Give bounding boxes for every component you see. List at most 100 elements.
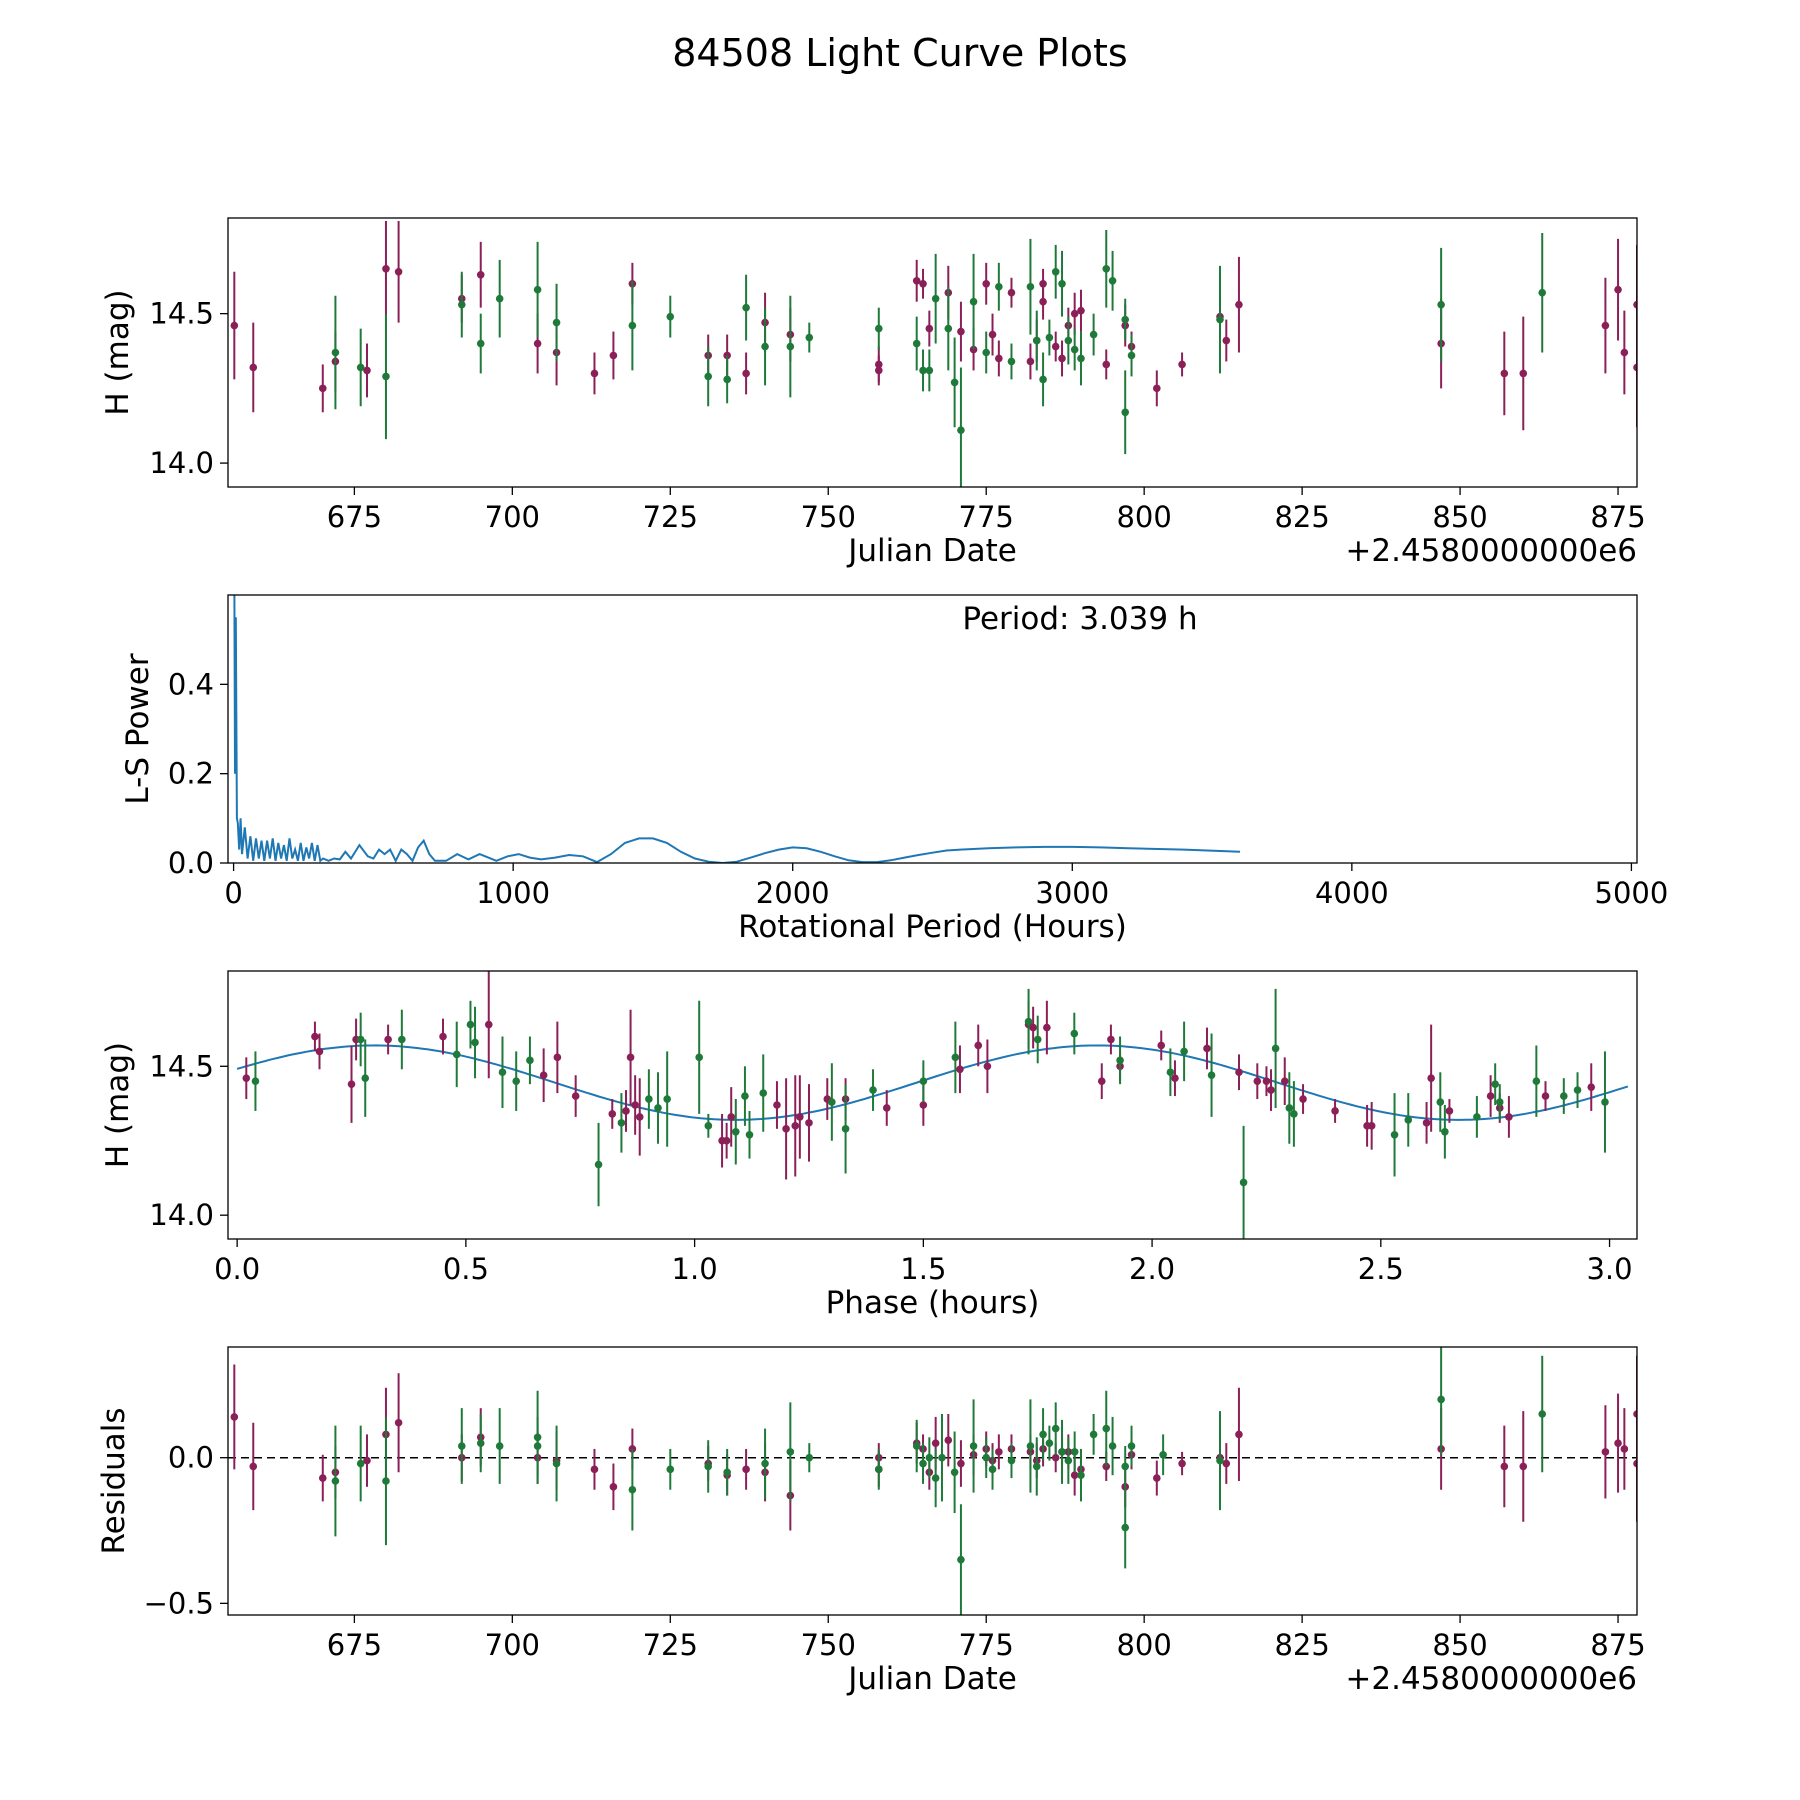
- x-axis-label: Phase (hours): [826, 1285, 1040, 1321]
- purple-data-point: [363, 366, 371, 375]
- y-tick-label: 14.0: [149, 1198, 214, 1232]
- green-data-point: [969, 1442, 978, 1450]
- purple-data-point: [1097, 1077, 1106, 1085]
- x-tick-label: 750: [801, 500, 856, 534]
- green-data-point: [1051, 1424, 1060, 1433]
- green-data-point: [1538, 1410, 1547, 1418]
- green-data-point: [1159, 1450, 1167, 1459]
- purple-data-point: [1007, 288, 1016, 297]
- green-data-point: [331, 348, 340, 357]
- purple-data-point: [1043, 1023, 1051, 1032]
- purple-data-point: [1614, 285, 1622, 294]
- purple-data-point: [1633, 300, 1637, 309]
- green-data-point: [912, 1442, 921, 1450]
- green-data-point: [704, 1462, 712, 1471]
- green-data-point: [552, 1459, 561, 1468]
- green-data-point: [1121, 1523, 1130, 1532]
- green-data-point: [950, 1468, 959, 1477]
- axes-frame: [227, 970, 1638, 1240]
- green-data-point: [919, 1077, 928, 1085]
- purple-data-point: [1633, 1459, 1637, 1468]
- purple-data-point: [925, 324, 934, 333]
- green-data-point: [759, 1089, 768, 1097]
- x-tick-label: 825: [1274, 500, 1329, 534]
- purple-data-point: [1331, 1107, 1339, 1115]
- green-data-point: [741, 1092, 749, 1100]
- green-data-point: [1026, 1442, 1035, 1450]
- purple-data-point: [571, 1092, 580, 1100]
- green-data-point: [1390, 1130, 1399, 1139]
- green-data-point: [1070, 1448, 1079, 1456]
- green-data-point: [1064, 1456, 1073, 1465]
- purple-data-point: [1235, 300, 1243, 309]
- green-data-point: [1437, 300, 1445, 309]
- green-data-point: [1058, 279, 1066, 288]
- purple-data-point: [1178, 1459, 1186, 1468]
- green-data-point: [466, 1020, 475, 1029]
- purple-data-point: [242, 1074, 251, 1082]
- green-data-point: [1216, 315, 1224, 324]
- purple-data-point: [957, 1459, 965, 1468]
- purple-data-point: [1102, 360, 1111, 369]
- green-data-point: [356, 1459, 365, 1468]
- purple-data-point: [1299, 1095, 1307, 1103]
- green-data-point: [666, 312, 675, 321]
- x-tick-label: 875: [1590, 500, 1645, 534]
- x-tick-label: 775: [959, 500, 1014, 534]
- green-series: [251, 988, 1609, 1239]
- purple-data-point: [1262, 1077, 1271, 1085]
- purple-data-point: [318, 384, 327, 393]
- green-data-point: [476, 339, 485, 348]
- green-data-point: [745, 1130, 754, 1139]
- green-data-point: [1058, 1448, 1066, 1456]
- axes-frame: [227, 1346, 1638, 1616]
- green-data-point: [1491, 1080, 1499, 1088]
- green-data-point: [1239, 1178, 1248, 1187]
- x-tick-label: 3.0: [1586, 1252, 1632, 1286]
- green-data-point: [1285, 1104, 1294, 1112]
- x-tick-label: 0.0: [214, 1252, 260, 1286]
- green-data-point: [1045, 333, 1054, 342]
- green-data-point: [1532, 1077, 1541, 1085]
- purple-data-point: [796, 1113, 804, 1121]
- green-data-point: [495, 1442, 504, 1450]
- purple-data-point: [318, 1474, 327, 1482]
- figure-title: 84508 Light Curve Plots: [672, 31, 1127, 75]
- y-tick-label: 14.0: [149, 446, 214, 480]
- purple-data-point: [553, 1053, 562, 1062]
- green-data-point: [628, 321, 637, 330]
- green-data-point: [1070, 1029, 1079, 1038]
- purple-data-point: [384, 1035, 392, 1044]
- green-data-point: [382, 1477, 390, 1485]
- green-data-point: [1121, 408, 1130, 417]
- purple-data-point: [1153, 1474, 1161, 1482]
- green-data-point: [471, 1038, 479, 1047]
- purple-data-point: [1051, 342, 1060, 351]
- purple-data-point: [956, 1065, 964, 1074]
- green-data-point: [1102, 1424, 1111, 1433]
- green-data-point: [495, 294, 504, 303]
- green-data-point: [1032, 336, 1041, 345]
- green-data-point: [695, 1053, 703, 1062]
- green-data-point: [874, 1465, 883, 1474]
- green-data-point: [663, 1095, 671, 1103]
- purple-data-point: [609, 351, 618, 360]
- green-data-point: [331, 1477, 340, 1485]
- x-tick-label: 750: [801, 1628, 856, 1662]
- green-data-point: [723, 375, 731, 384]
- green-data-point: [957, 1555, 965, 1564]
- green-data-point: [628, 1485, 637, 1494]
- green-data-point: [742, 303, 750, 312]
- purple-data-point: [1620, 348, 1629, 357]
- x-tick-label: 700: [485, 1628, 540, 1662]
- purple-data-point: [1422, 1119, 1431, 1127]
- green-data-point: [1166, 1068, 1175, 1077]
- x-axis-label: Rotational Period (Hours): [738, 909, 1127, 945]
- green-data-point: [1573, 1086, 1582, 1094]
- x-tick-label: 825: [1274, 1628, 1329, 1662]
- green-data-point: [1207, 1071, 1216, 1080]
- green-data-point: [1601, 1098, 1609, 1106]
- purple-data-point: [974, 1041, 983, 1050]
- green-data-point: [874, 324, 883, 333]
- purple-data-point: [983, 1062, 992, 1071]
